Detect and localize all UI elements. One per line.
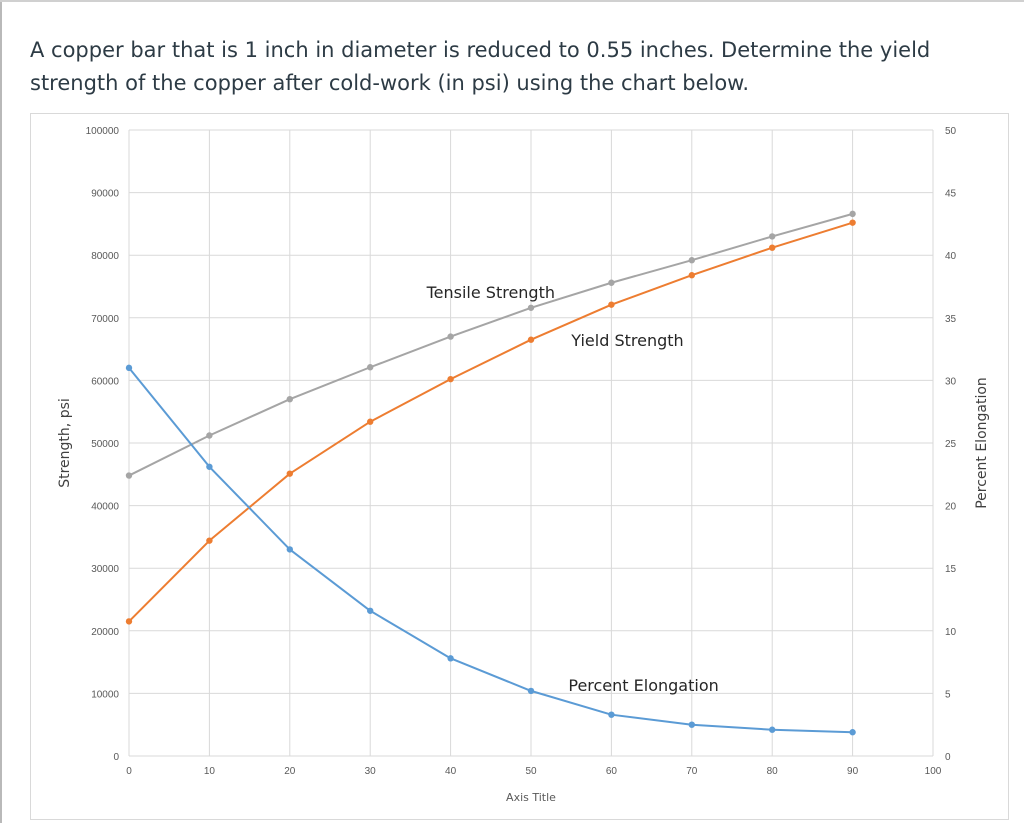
y2-tick-label: 0 — [945, 752, 951, 763]
y-tick-label: 10000 — [91, 689, 119, 700]
percent-elongation-point — [125, 364, 133, 372]
chart-area: 0 10000 20000 30000 40000 50000 60000 70000 8000… — [30, 113, 1009, 820]
x-tick-label: 60 — [606, 766, 618, 777]
percent-elongation-line — [128, 367, 853, 734]
y2-tick-label: 25 — [945, 439, 957, 450]
y-tick-label: 90000 — [91, 189, 119, 200]
x-tick-label: 10 — [204, 766, 216, 777]
tensile-strength-point — [608, 279, 615, 286]
tensile-strength-point — [367, 364, 374, 371]
y2-tick-label: 50 — [945, 126, 957, 137]
question-text: A copper bar that is 1 inch in diameter … — [30, 38, 931, 95]
tensile-strength-line — [128, 212, 853, 477]
y-tick-label: 80000 — [91, 251, 119, 262]
y-tick-label: 30000 — [91, 564, 119, 575]
percent-elongation-point — [849, 729, 856, 736]
x-tick-label: 90 — [847, 766, 859, 777]
x-tick-label: 20 — [284, 766, 296, 777]
tensile-strength-point — [688, 257, 695, 264]
tensile-strength-point — [527, 304, 535, 311]
x-tick-label: 40 — [445, 766, 457, 777]
y2-tick-label: 45 — [945, 189, 957, 200]
y-tick-label: 100000 — [86, 126, 120, 137]
x-tick-label: 50 — [525, 766, 537, 777]
y-tick-label: 40000 — [91, 502, 119, 513]
yield-strength-point — [527, 336, 535, 343]
percent-elongation-point — [367, 607, 374, 614]
percent-elongation-point — [608, 711, 615, 718]
yield-strength-point — [608, 301, 615, 308]
strength-elongation-chart: 0100002000030000400005000060000700008000… — [57, 126, 990, 804]
x-tick-label: 0 — [126, 766, 132, 777]
annotation-tensile-strength: Tensile Strength — [426, 283, 555, 302]
annotation-yield-strength: Yield Strength — [570, 331, 683, 350]
y-tick-label: 70000 — [91, 314, 119, 325]
y-tick-label: 50000 — [91, 439, 119, 450]
y2-tick-label: 20 — [945, 502, 957, 513]
yield-strength-point — [688, 272, 695, 279]
annotation-percent-elongation: Percent Elongation — [568, 676, 718, 695]
tensile-strength-point — [769, 233, 776, 240]
x-tick-label: 80 — [767, 766, 779, 777]
y-tick-label: 20000 — [91, 627, 119, 638]
yield-strength-point — [206, 537, 213, 544]
y-tick-label: 60000 — [91, 376, 119, 387]
yield-strength-point — [849, 219, 856, 226]
tensile-strength-point — [849, 210, 856, 218]
y2-tick-label: 5 — [945, 689, 951, 700]
percent-elongation-point — [206, 463, 213, 470]
tensile-strength-point — [447, 333, 454, 340]
y2-tick-label: 10 — [945, 627, 957, 638]
x-tick-label: 70 — [686, 766, 698, 777]
x-tick-label: 100 — [925, 766, 942, 777]
tensile-strength-point — [286, 395, 293, 403]
y2-tick-label: 15 — [945, 564, 957, 575]
percent-elongation-point — [447, 655, 454, 662]
page-left-border — [0, 0, 2, 823]
x-axis-title: Axis Title — [506, 791, 556, 804]
page-top-border — [0, 0, 1024, 2]
yield-strength-point — [286, 470, 293, 477]
yield-strength-point — [367, 418, 374, 425]
yield-strength-point — [447, 375, 454, 383]
y2-axis-title: Percent Elongation — [974, 377, 990, 509]
percent-elongation-point — [769, 726, 776, 733]
y2-tick-label: 35 — [945, 314, 957, 325]
tensile-strength-point — [125, 472, 133, 479]
percent-elongation-point — [286, 546, 293, 553]
y-tick-label: 0 — [113, 752, 119, 763]
x-tick-label: 30 — [365, 766, 377, 777]
tensile-strength-point — [206, 432, 213, 439]
y2-tick-label: 30 — [945, 376, 957, 387]
percent-elongation-point — [527, 687, 535, 695]
y2-tick-label: 40 — [945, 251, 957, 262]
yield-strength-point — [125, 618, 133, 625]
y-axis-title: Strength, psi — [57, 398, 73, 488]
yield-strength-point — [769, 244, 776, 251]
percent-elongation-point — [688, 721, 695, 728]
